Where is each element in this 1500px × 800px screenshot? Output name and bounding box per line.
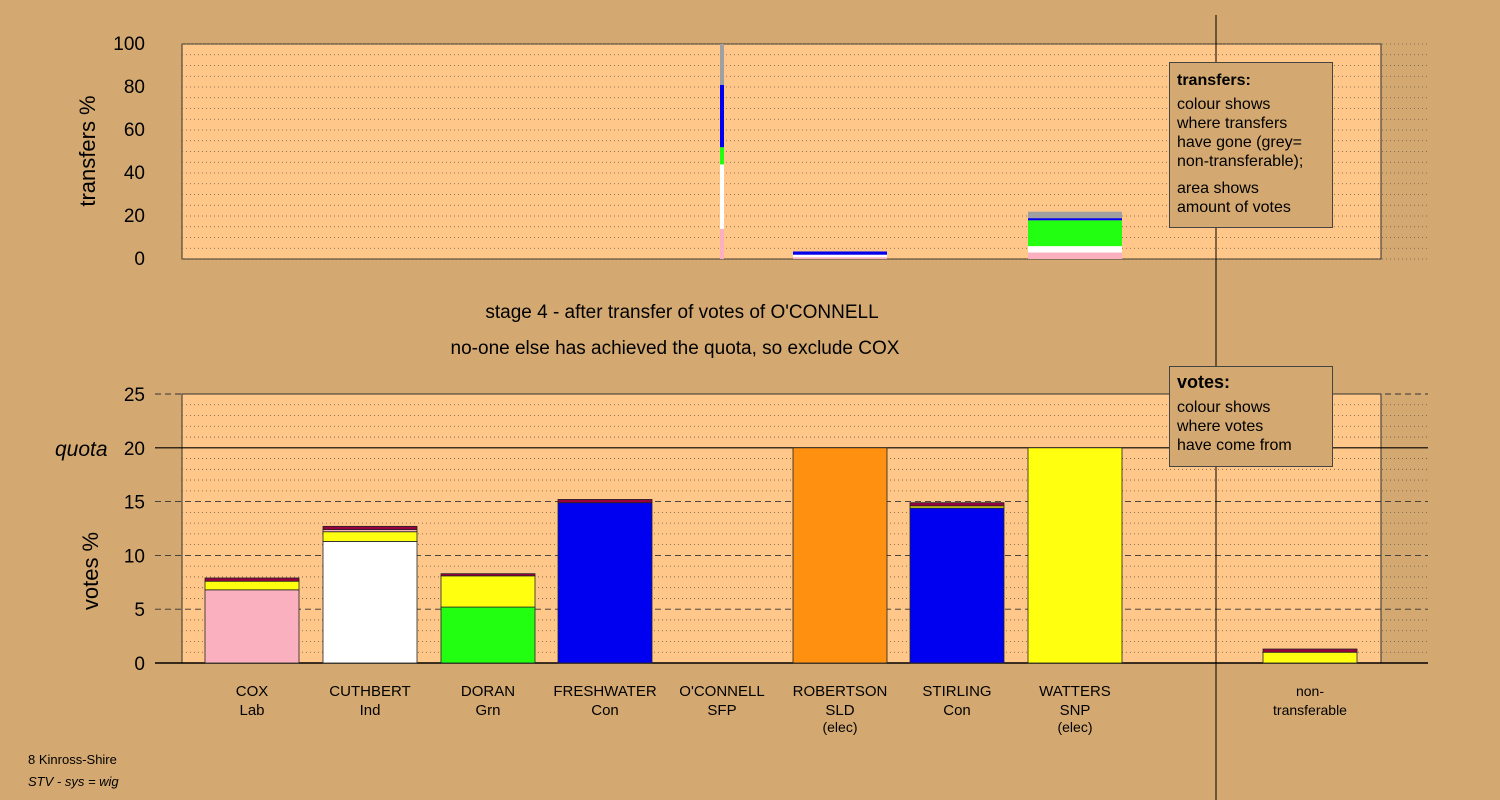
transfers-legend-title: transfers:: [1177, 72, 1251, 89]
candidate-party-label: SLD: [825, 702, 854, 719]
stage-subtitle: no-one else has achieved the quota, so e…: [451, 338, 900, 359]
transfers-bar-segment: [1028, 220, 1122, 247]
candidate-status-label: (elec): [822, 719, 857, 735]
candidate-party-label: SNP: [1060, 702, 1091, 719]
transfers-legend-line: area shows: [1177, 180, 1259, 197]
votes-bar-segment: [322, 531, 418, 542]
votes-legend-line: have come from: [1177, 437, 1292, 454]
transfers-legend-line: colour shows: [1177, 96, 1271, 113]
votes-tick-label: 5: [134, 600, 145, 621]
transfers-legend-line: have gone (grey=: [1177, 134, 1302, 151]
votes-bar-segment: [557, 502, 653, 664]
votes-tick-label: 15: [124, 493, 145, 514]
votes-bar-segment: [1027, 447, 1123, 664]
nontransferable-bar-segment: [1262, 651, 1358, 664]
transfers-bar-segment: [793, 257, 887, 259]
transfers-bar-segment: [1028, 211, 1122, 219]
candidate-name-label: FRESHWATER: [553, 683, 656, 700]
transfers-legend-line: where transfers: [1177, 115, 1288, 132]
votes-tick-label: 25: [124, 385, 145, 406]
transfers-bar-segment: [1028, 252, 1122, 259]
candidate-party-label: Lab: [239, 702, 264, 719]
votes-bar-segment: [322, 525, 418, 530]
candidate-name-label: WATTERS: [1039, 683, 1111, 700]
transfers-tick-label: 80: [124, 77, 145, 98]
votes-bar-segment: [557, 499, 653, 504]
candidate-status-label: (elec): [1057, 719, 1092, 735]
quota-label: quota: [55, 438, 108, 461]
stage-title: stage 4 - after transfer of votes of O'C…: [485, 302, 878, 323]
candidate-name-label: O'CONNELL: [679, 683, 764, 700]
votes-tick-label: 20: [124, 439, 145, 460]
transfers-bar-segment: [793, 251, 887, 255]
transfers-bar-segment: [1028, 218, 1122, 221]
votes-legend-line: where votes: [1177, 418, 1264, 435]
transfers-bar-segment: [720, 44, 724, 85]
footer-system: STV - sys = wig: [28, 774, 119, 789]
transfers-tick-label: 40: [124, 163, 145, 184]
nontransferable-label: transferable: [1273, 702, 1347, 718]
candidate-party-label: Grn: [475, 702, 500, 719]
transfers-bar-segment: [1028, 246, 1122, 253]
transfers-bar-segment: [720, 164, 724, 229]
votes-legend: votes: colour shows where votes have com…: [1169, 366, 1333, 467]
candidate-name-label: CUTHBERT: [329, 683, 410, 700]
transfers-y-axis-label: transfers %: [75, 95, 100, 206]
transfers-legend-line: non-transferable);: [1177, 153, 1304, 170]
votes-bar-segment: [322, 541, 418, 664]
candidate-name-label: DORAN: [461, 683, 515, 700]
votes-bar-segment: [440, 575, 536, 608]
transfers-bar-segment: [720, 84, 724, 148]
candidate-party-label: Con: [591, 702, 619, 719]
transfers-legend: transfers: colour shows where transfers …: [1169, 62, 1333, 228]
votes-y-axis-label: votes %: [78, 532, 103, 610]
votes-bar-segment: [792, 447, 888, 664]
votes-bar-segment: [440, 573, 536, 577]
votes-legend-line: colour shows: [1177, 399, 1271, 416]
transfers-bar-segment: [720, 228, 724, 259]
transfers-legend-line: amount of votes: [1177, 199, 1291, 216]
footer-constituency: 8 Kinross-Shire: [28, 752, 117, 767]
votes-bar-segment: [909, 507, 1005, 664]
transfers-tick-label: 100: [113, 34, 145, 55]
votes-tick-label: 10: [124, 546, 145, 567]
transfers-bar-segment: [720, 147, 724, 165]
votes-legend-title: votes:: [1177, 372, 1231, 392]
candidate-name-label: ROBERTSON: [793, 683, 888, 700]
transfers-tick-label: 20: [124, 206, 145, 227]
candidate-name-label: STIRLING: [922, 683, 991, 700]
candidate-party-label: Ind: [360, 702, 381, 719]
votes-tick-label: 0: [134, 654, 145, 675]
candidate-party-label: SFP: [707, 702, 736, 719]
candidate-name-label: COX: [236, 683, 269, 700]
votes-bar-segment: [204, 580, 300, 591]
candidate-party-label: Con: [943, 702, 971, 719]
votes-bar-segment: [204, 589, 300, 664]
nontransferable-label: non-: [1296, 683, 1324, 699]
nontransferable-bar-segment: [1262, 648, 1358, 653]
votes-bar-segment: [204, 577, 300, 582]
transfers-bar-segment: [793, 254, 887, 258]
transfers-tick-label: 0: [134, 249, 145, 270]
votes-bar-segment: [440, 606, 536, 664]
transfers-tick-label: 60: [124, 120, 145, 141]
votes-bar-segment: [909, 502, 1005, 507]
